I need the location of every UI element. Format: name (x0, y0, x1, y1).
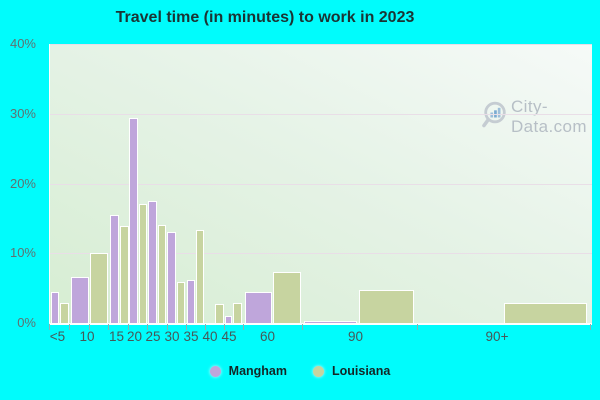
x-axis-label-90: 90 (347, 329, 364, 344)
bar-mangham-35 (186, 280, 195, 323)
x-axis-tick-11 (301, 324, 303, 330)
x-axis-label-40: 40 (202, 329, 218, 344)
x-axis-label-<5: <5 (49, 329, 66, 344)
x-axis-tick-8 (204, 324, 206, 330)
x-axis-label-20: 20 (126, 329, 143, 344)
x-axis-tick-3 (108, 324, 109, 330)
x-axis-label-45: 45 (221, 329, 237, 344)
x-axis-label-25: 25 (145, 329, 161, 344)
magnifier-bar-chart-icon (481, 100, 509, 135)
legend-label-mangham: Mangham (228, 364, 287, 378)
bar-louisiana-10 (90, 252, 109, 323)
bar-louisiana-90 (359, 290, 414, 323)
bar-louisiana-<5 (60, 303, 69, 323)
x-axis-label-60: 60 (259, 329, 276, 344)
x-axis-label-30: 30 (164, 329, 180, 344)
legend-item-mangham: Mangham (209, 364, 287, 378)
bar-mangham-60 (245, 291, 272, 323)
bar-louisiana-45 (233, 302, 243, 323)
x-axis-tick-4 (127, 324, 129, 330)
x-axis-tick-1 (69, 324, 70, 330)
bar-louisiana-15 (120, 226, 129, 323)
x-axis-tick-10 (243, 324, 244, 330)
y-axis-label-40: 40% (9, 36, 36, 51)
plot-area: City-Data.com (49, 44, 592, 325)
bar-louisiana-90+ (504, 302, 588, 323)
legend-item-louisiana: Louisiana (313, 364, 390, 378)
bar-louisiana-60 (273, 272, 301, 323)
bar-mangham-90 (304, 320, 358, 323)
legend: Mangham Louisiana (0, 364, 600, 378)
legend-swatch-mangham (209, 365, 221, 377)
bar-mangham-10 (70, 276, 89, 323)
bar-louisiana-40 (214, 304, 224, 323)
y-axis-label-0: 0% (17, 315, 36, 330)
bar-louisiana-20 (138, 204, 148, 323)
y-axis-label-30: 30% (9, 105, 36, 121)
x-axis-label-15: 15 (108, 329, 125, 344)
bar-mangham-25 (148, 200, 157, 323)
x-axis-label-10: 10 (79, 329, 95, 344)
x-axis-tick-6 (166, 324, 168, 330)
bar-mangham-<5 (50, 291, 60, 323)
x-axis-tick-13 (590, 324, 591, 330)
y-axis-label-10: 10% (9, 245, 36, 261)
x-axis-label-35: 35 (183, 329, 199, 344)
bar-louisiana-25 (157, 224, 167, 323)
bar-louisiana-30 (177, 281, 186, 323)
bar-mangham-20 (129, 117, 138, 323)
bar-mangham-30 (167, 232, 176, 323)
legend-swatch-louisiana (313, 365, 324, 377)
watermark-text: City-Data.com (511, 97, 587, 136)
x-axis-label-90+: 90+ (485, 329, 509, 344)
chart-title: Travel time (in minutes) to work in 2023 (115, 9, 415, 26)
watermark: City-Data.com (481, 97, 592, 137)
y-axis-label-20: 20% (9, 175, 36, 191)
gridline-40pct (50, 44, 592, 45)
bar-mangham-15 (109, 214, 119, 323)
x-axis-tick-9 (223, 324, 225, 330)
x-axis-tick-0 (49, 324, 50, 330)
bar-mangham-45 (225, 316, 233, 323)
x-axis-tick-5 (147, 324, 148, 330)
x-axis-tick-7 (185, 324, 187, 330)
x-axis-tick-12 (416, 324, 418, 330)
x-axis-tick-2 (88, 324, 90, 330)
bar-louisiana-35 (195, 229, 204, 323)
legend-label-louisiana: Louisiana (332, 364, 391, 378)
